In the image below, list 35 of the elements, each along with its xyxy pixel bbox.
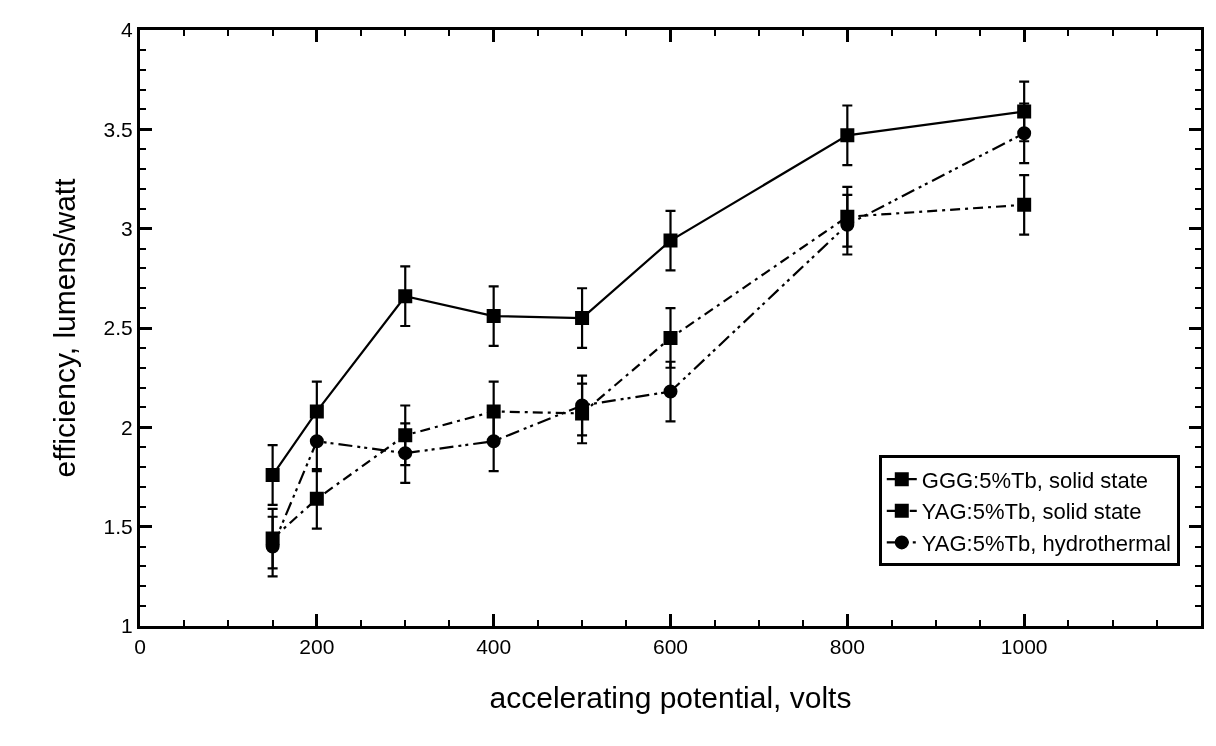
point bbox=[663, 384, 678, 399]
point bbox=[663, 233, 678, 248]
y-tick-label: 2.5 bbox=[103, 316, 133, 340]
point bbox=[398, 428, 413, 443]
y-tick-label: 4 bbox=[121, 18, 134, 42]
point bbox=[840, 128, 855, 143]
point bbox=[575, 311, 590, 326]
x-tick-label: 800 bbox=[829, 635, 865, 659]
point bbox=[486, 309, 501, 324]
y-tick-label: 3.5 bbox=[103, 117, 133, 141]
point bbox=[309, 404, 324, 419]
y-tick-label: 3 bbox=[121, 217, 133, 241]
legend-label: YAG:5%Tb, hydrothermal bbox=[921, 530, 1171, 556]
point bbox=[1017, 197, 1032, 212]
point bbox=[575, 406, 590, 421]
x-tick-label: 0 bbox=[134, 635, 146, 659]
x-tick-label: 600 bbox=[652, 635, 689, 659]
y-tick-label: 2 bbox=[121, 415, 133, 439]
point bbox=[1017, 104, 1032, 119]
point bbox=[840, 209, 855, 224]
point bbox=[398, 289, 413, 304]
x-tick-label: 200 bbox=[299, 635, 335, 659]
y-axis-title: efficiency, lumens/watt bbox=[47, 177, 81, 478]
point bbox=[265, 531, 280, 546]
y-tick-label: 1.5 bbox=[103, 515, 133, 539]
point bbox=[309, 491, 324, 506]
point bbox=[663, 330, 678, 345]
x-axis-title: accelerating potential, volts bbox=[489, 680, 852, 714]
point bbox=[486, 404, 501, 419]
point bbox=[265, 468, 280, 483]
x-tick-label: 400 bbox=[476, 635, 512, 659]
y-tick-label: 1 bbox=[121, 614, 133, 638]
x-tick-label: 1000 bbox=[1000, 635, 1048, 659]
legend-label: GGG:5%Tb, solid state bbox=[921, 467, 1148, 493]
legend-label: YAG:5%Tb, solid state bbox=[921, 499, 1142, 525]
